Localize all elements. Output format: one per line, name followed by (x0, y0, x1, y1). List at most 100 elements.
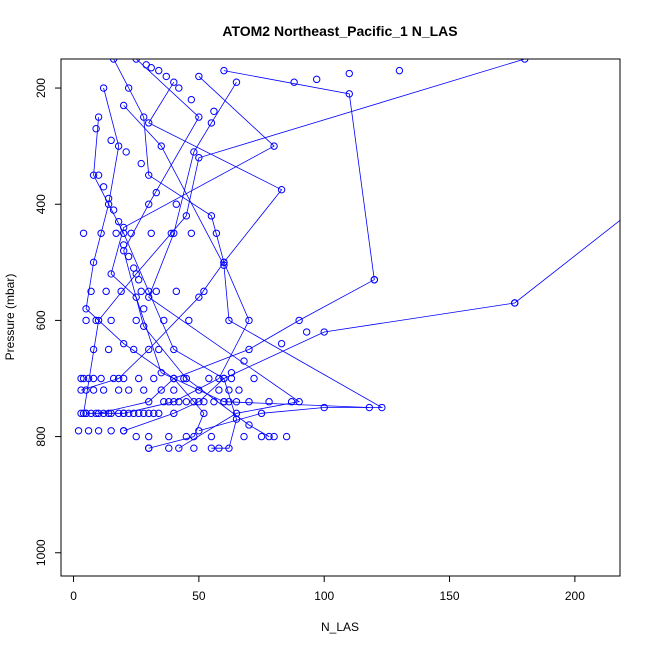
data-point (160, 398, 168, 406)
data-point (257, 432, 266, 441)
data-point (109, 59, 118, 63)
profile-line (83, 59, 525, 414)
data-point (170, 229, 178, 237)
x-tick-label: 50 (192, 589, 206, 603)
data-point (157, 386, 165, 394)
data-point (187, 95, 196, 104)
data-point (107, 427, 115, 435)
data-point (119, 241, 128, 249)
data-point (157, 368, 165, 377)
data-point (145, 345, 153, 354)
data-point (89, 374, 98, 383)
data-point (225, 444, 233, 452)
data-point (127, 229, 135, 237)
data-point (82, 409, 90, 418)
data-point (245, 398, 253, 406)
data-point (79, 409, 88, 418)
data-point (235, 386, 243, 394)
data-point (79, 374, 88, 383)
data-point (109, 374, 118, 383)
data-point (302, 328, 311, 336)
data-point (190, 148, 198, 156)
data-point (94, 409, 103, 418)
data-point (104, 200, 113, 208)
data-point (74, 427, 83, 435)
data-point (170, 398, 178, 406)
data-point (92, 125, 100, 133)
data-point (82, 316, 90, 325)
data-point (145, 200, 153, 208)
data-point (129, 345, 138, 354)
y-tick-label: 1000 (34, 539, 48, 566)
data-point (215, 444, 223, 452)
data-point (117, 287, 125, 296)
data-point (180, 374, 188, 383)
x-axis-label: N_LAS (321, 620, 359, 634)
data-point (99, 183, 108, 191)
data-point (227, 368, 236, 377)
chart-title: ATOM2 Northeast_Pacific_1 N_LAS (222, 23, 457, 39)
data-points (74, 59, 529, 452)
data-point (84, 427, 93, 435)
data-point (147, 64, 155, 72)
data-point (135, 409, 143, 418)
data-point (124, 84, 133, 92)
profile-line (86, 59, 250, 414)
data-point (225, 398, 233, 406)
data-point (150, 374, 158, 383)
data-point (87, 287, 95, 296)
data-point (114, 374, 123, 383)
data-point (225, 386, 233, 394)
data-point (140, 113, 148, 121)
profile-line (123, 59, 270, 437)
data-point (195, 113, 203, 121)
data-point (207, 432, 216, 441)
data-point (270, 142, 278, 150)
profile-line (123, 219, 620, 432)
data-point (195, 386, 203, 394)
data-point (119, 246, 128, 255)
data-point (140, 322, 148, 330)
y-axis-label: Pressure (mbar) (3, 274, 17, 361)
data-point (107, 136, 115, 145)
data-point (245, 345, 253, 354)
data-point (145, 398, 153, 406)
data-point (97, 229, 105, 237)
data-point (124, 252, 133, 261)
data-point (175, 84, 183, 92)
data-point (225, 316, 233, 325)
data-point (102, 287, 110, 296)
data-point (147, 229, 155, 237)
x-tick-label: 150 (440, 589, 460, 603)
data-point (511, 299, 519, 307)
data-point (212, 229, 221, 237)
data-point (170, 409, 178, 418)
data-point (92, 409, 100, 418)
data-point (245, 421, 253, 429)
data-point (89, 345, 98, 354)
data-point (207, 212, 216, 220)
data-point (119, 101, 128, 110)
data-point (195, 154, 203, 162)
data-point (145, 119, 153, 127)
y-tick-label: 600 (34, 310, 48, 330)
data-point (195, 293, 203, 301)
data-point (79, 229, 88, 237)
data-point (122, 148, 130, 156)
data-point (172, 287, 181, 296)
data-point (200, 398, 208, 406)
data-point (94, 427, 103, 435)
data-point (82, 386, 90, 394)
data-point (232, 398, 241, 406)
data-point (145, 287, 153, 296)
data-point (114, 409, 123, 418)
data-point (175, 444, 183, 452)
data-point (132, 59, 140, 63)
data-point (132, 293, 140, 301)
data-point (132, 432, 140, 441)
data-point (295, 398, 303, 406)
data-point (119, 374, 128, 383)
data-point (109, 206, 118, 214)
data-point (107, 270, 115, 278)
data-point (200, 409, 208, 418)
